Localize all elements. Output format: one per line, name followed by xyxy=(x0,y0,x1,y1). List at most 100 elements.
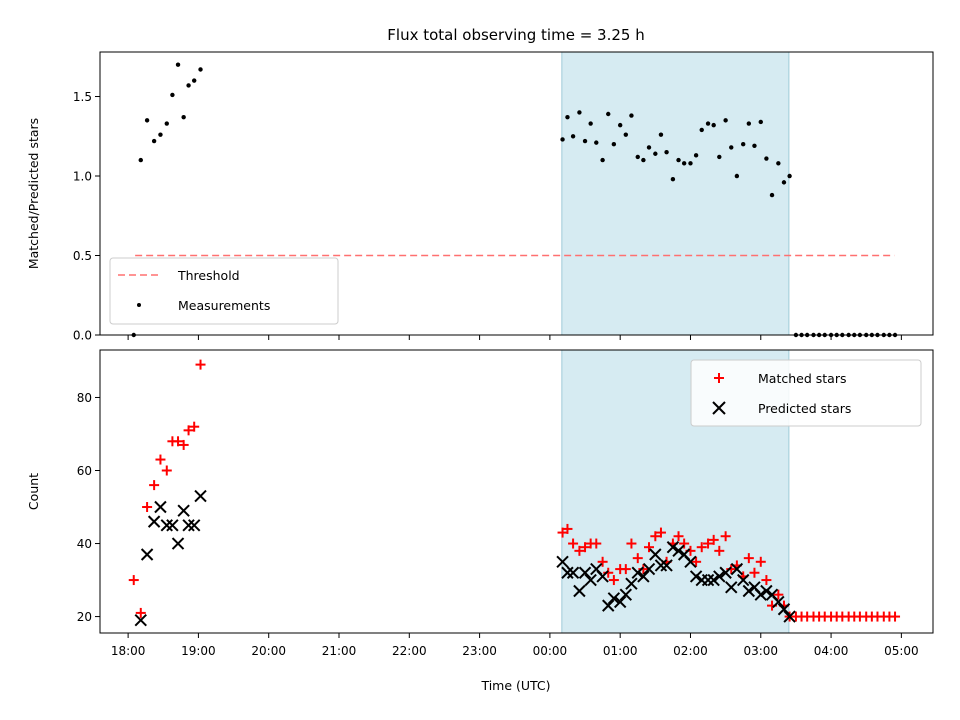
predicted-star-point xyxy=(672,544,685,558)
y-tick-label: 1.5 xyxy=(73,90,92,104)
measurement-point xyxy=(577,110,582,115)
predicted-star-point xyxy=(707,573,720,587)
measurement-point xyxy=(776,161,781,166)
matched-star-point xyxy=(597,556,608,567)
measurement-point xyxy=(693,153,699,158)
measurement-point xyxy=(138,157,143,163)
ratio-y-label: Matched/Predicted stars xyxy=(26,118,41,269)
predicted-star-point xyxy=(772,595,785,609)
matched-star-point xyxy=(161,465,172,476)
x-axis-label: Time (UTC) xyxy=(480,678,550,693)
measurement-point xyxy=(676,157,681,163)
matched-star-point xyxy=(620,564,631,575)
matched-star-point xyxy=(761,575,772,586)
measurement-point xyxy=(729,145,734,150)
ratio-y-ticks: 0.0 0.5 1.0 1.5 xyxy=(73,90,100,343)
measurement-point xyxy=(769,192,775,198)
x-tick-label: 02:00 xyxy=(673,644,708,658)
matched-star-point xyxy=(574,545,585,556)
legend-predicted-swatch xyxy=(712,401,726,415)
measurement-point xyxy=(758,119,763,125)
predicted-star-point xyxy=(725,581,738,594)
measurement-point xyxy=(681,161,687,166)
predicted-star-point xyxy=(160,519,173,532)
count-y-ticks: 20 40 60 80 xyxy=(77,391,100,624)
measurement-point xyxy=(582,138,588,144)
count-legend: Matched stars Predicted stars xyxy=(690,359,922,427)
predicted-star-point xyxy=(154,500,167,514)
predicted-star-point xyxy=(556,555,569,569)
y-tick-label: 60 xyxy=(77,464,92,478)
matched-star-point xyxy=(155,454,166,465)
count-x-ticks: 18:00 19:00 20:00 21:00 22:00 23:00 00:00 01:00… xyxy=(111,633,919,658)
predicted-star-point xyxy=(649,548,662,561)
measurement-point xyxy=(752,143,757,149)
measurement-point xyxy=(688,161,693,166)
predicted-star-point xyxy=(182,519,195,532)
ratio-shaded-span xyxy=(561,51,790,336)
y-tick-label: 20 xyxy=(77,610,92,624)
measurement-point xyxy=(764,156,769,161)
matched-star-point xyxy=(195,359,206,370)
predicted-star-point xyxy=(701,573,715,587)
matched-star-point xyxy=(568,538,579,549)
measurement-point xyxy=(617,122,623,128)
matched-star-point xyxy=(696,542,707,553)
count-axes-frame xyxy=(99,349,934,634)
matched-star-point xyxy=(591,538,602,549)
x-tick-label: 00:00 xyxy=(533,644,568,658)
x-tick-label: 18:00 xyxy=(111,644,146,658)
matched-star-point xyxy=(580,542,591,553)
measurement-point xyxy=(611,142,617,147)
predicted-star-point xyxy=(187,519,201,532)
predicted-star-point xyxy=(561,566,574,579)
matched-star-point xyxy=(679,538,690,549)
legend-matched-label: Matched stars xyxy=(758,371,846,386)
measurement-point xyxy=(741,142,746,147)
measurement-point xyxy=(711,122,716,128)
measurement-point xyxy=(175,62,181,67)
measurement-point xyxy=(560,137,565,142)
predicted-star-point xyxy=(607,592,621,605)
measurement-point xyxy=(635,154,640,160)
measurement-point xyxy=(705,121,711,126)
legend-threshold-label: Threshold xyxy=(177,268,240,283)
y-tick-label: 40 xyxy=(77,537,92,551)
measurement-point xyxy=(699,127,704,133)
matched-star-point xyxy=(644,542,655,553)
ratio-x-ticks xyxy=(127,335,902,340)
x-tick-label: 21:00 xyxy=(322,644,357,658)
matched-star-point xyxy=(890,611,901,622)
matched-star-point xyxy=(650,531,661,542)
predicted-star-point xyxy=(566,566,580,579)
predicted-star-point xyxy=(625,577,638,590)
measurement-point xyxy=(670,176,676,182)
ratio-axes-frame xyxy=(99,51,934,336)
x-tick-label: 20:00 xyxy=(251,644,286,658)
matched-star-point xyxy=(608,575,619,586)
predicted-star-point xyxy=(730,562,744,576)
predicted-star-point xyxy=(783,610,796,623)
matched-star-point xyxy=(128,575,139,586)
measurement-point xyxy=(787,173,792,179)
predicted-star-point xyxy=(777,603,791,616)
predicted-star-point xyxy=(134,614,147,627)
count-legend-box xyxy=(690,359,922,427)
measurement-point xyxy=(191,78,197,83)
predicted-star-point xyxy=(147,515,161,528)
measurement-point xyxy=(198,67,203,72)
predicted-star-point xyxy=(637,570,650,583)
predicted-star-point xyxy=(713,570,726,583)
predicted-star-point xyxy=(631,566,644,579)
measurement-point xyxy=(164,121,169,126)
measurement-point xyxy=(588,121,593,126)
measurement-point xyxy=(144,118,150,123)
predicted-star-point xyxy=(619,588,633,601)
chart-title: Flux total observing time = 3.25 h xyxy=(387,26,644,44)
count-y-label: Count xyxy=(26,473,41,510)
predicted-star-point xyxy=(736,573,750,587)
measurement-point xyxy=(151,138,157,144)
predicted-star-point xyxy=(684,555,697,569)
predicted-star-point xyxy=(602,599,615,612)
